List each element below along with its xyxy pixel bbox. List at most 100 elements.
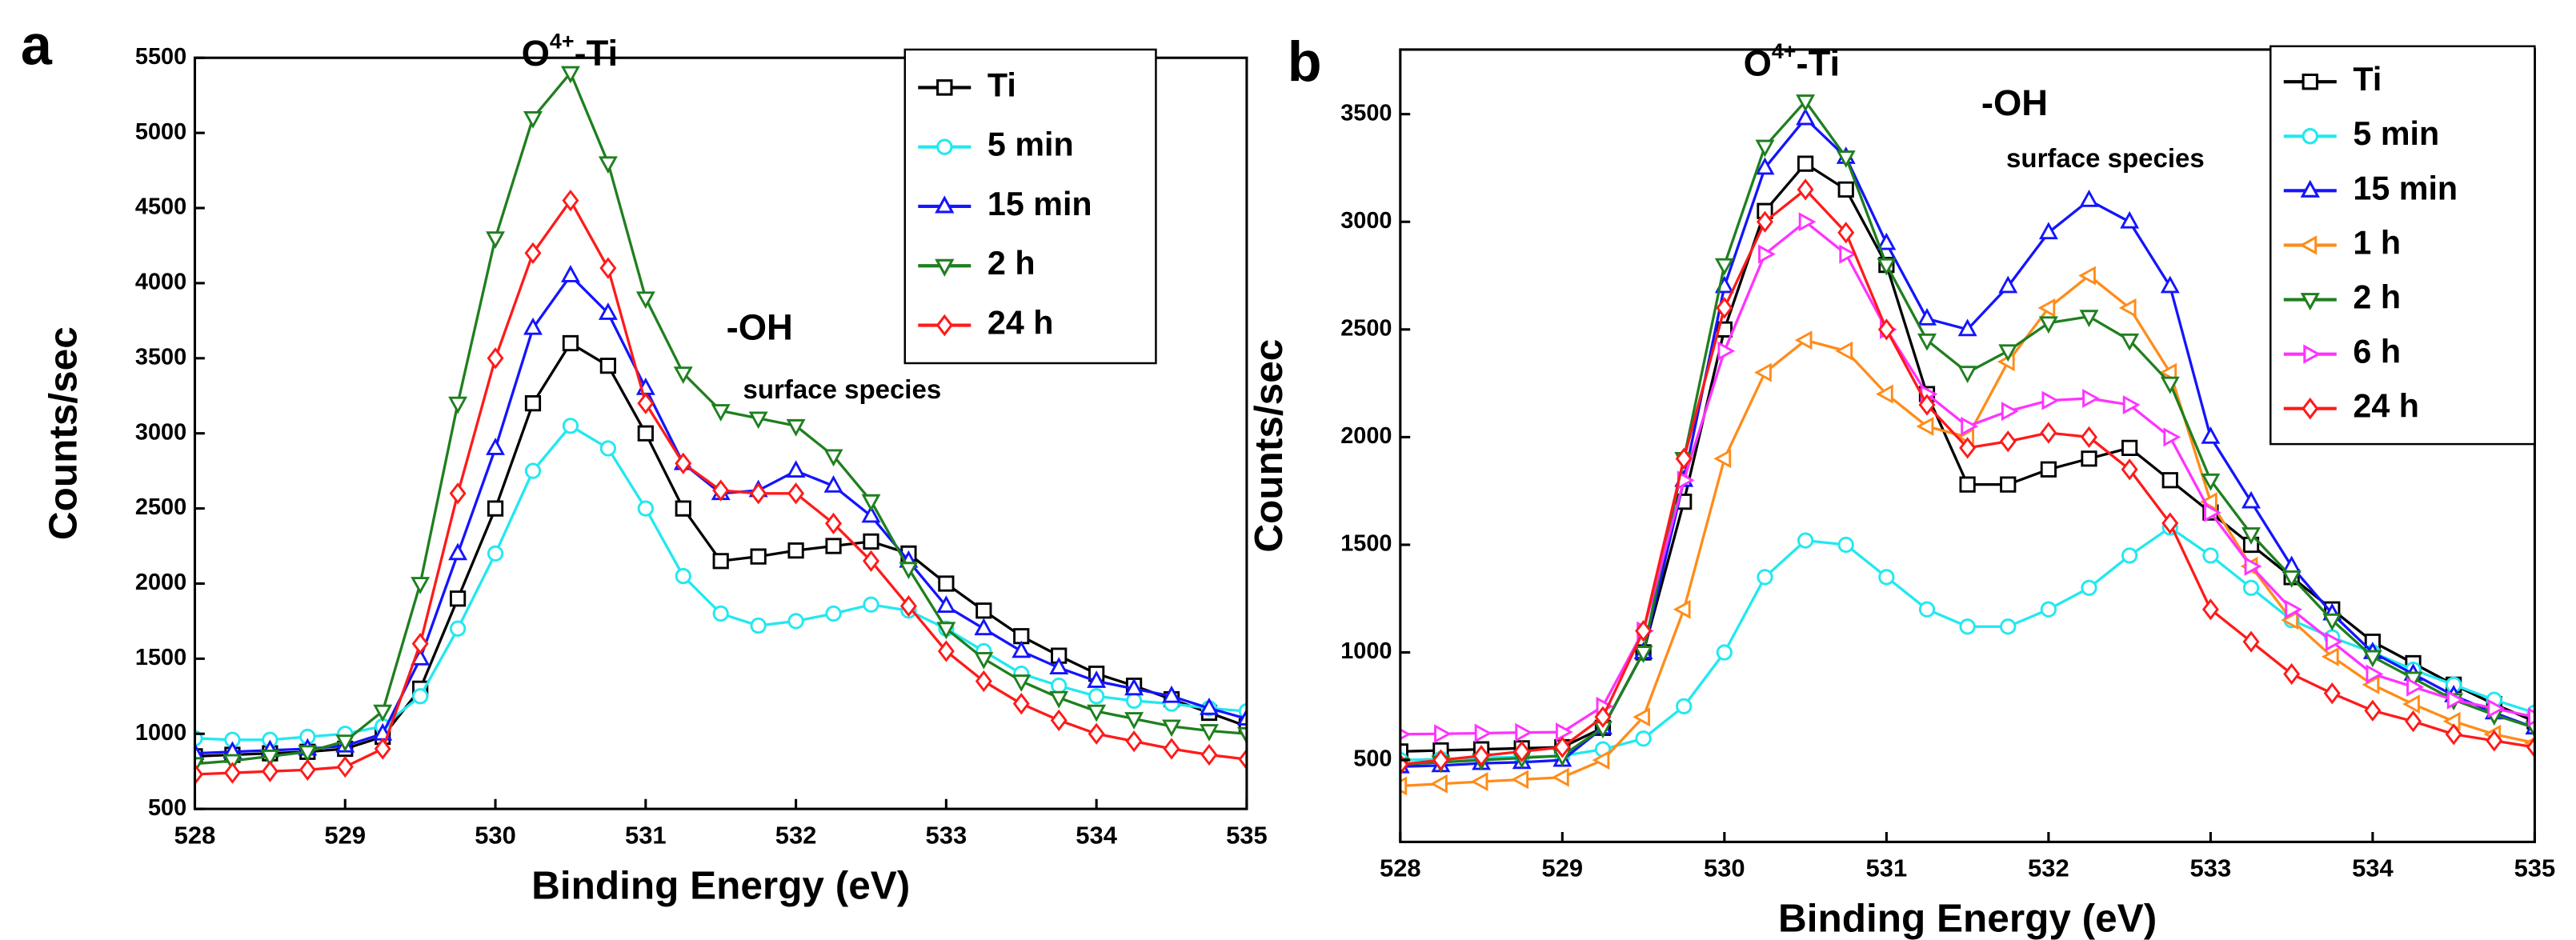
data-point xyxy=(1675,447,1693,470)
data-point xyxy=(1199,724,1219,742)
data-point xyxy=(2122,395,2141,415)
data-point xyxy=(2078,266,2096,286)
panel: 528 529 530 531 532 533 534 535 500 1000 1500 2000 2… xyxy=(1247,30,2555,940)
data-point xyxy=(1430,774,1448,794)
data-point xyxy=(487,500,504,517)
data-point xyxy=(825,605,842,622)
x-tick-label: 529 xyxy=(1542,854,1584,882)
data-point xyxy=(1515,722,1533,742)
data-point xyxy=(1635,619,1653,642)
data-point xyxy=(1163,738,1180,760)
data-point xyxy=(938,575,955,592)
data-point xyxy=(1673,599,1691,619)
data-point xyxy=(1200,743,1218,766)
data-point xyxy=(1839,244,1857,264)
data-point xyxy=(2285,599,2303,619)
legend-marker xyxy=(2300,179,2320,198)
data-point xyxy=(1957,318,1977,337)
data-point xyxy=(786,418,806,437)
data-point xyxy=(2163,427,2181,447)
series-line xyxy=(194,424,1247,742)
data-point xyxy=(823,449,843,467)
data-point xyxy=(1758,244,1776,264)
data-point xyxy=(1124,712,1144,730)
data-point xyxy=(2366,664,2384,684)
legend-label: 15 min xyxy=(2353,170,2458,206)
annotation: O4+-Ti xyxy=(522,30,618,74)
data-point xyxy=(1012,674,1032,692)
data-point xyxy=(1959,618,1976,635)
legend-label: 5 min xyxy=(2353,115,2439,152)
data-point xyxy=(2037,298,2056,318)
data-point xyxy=(411,577,431,594)
data-point xyxy=(448,542,468,561)
data-point xyxy=(825,538,842,554)
data-point xyxy=(1835,341,1853,361)
data-point xyxy=(2001,402,2019,422)
data-point xyxy=(1716,644,1733,661)
series-group xyxy=(194,66,1247,786)
data-point xyxy=(1797,155,1814,172)
data-point xyxy=(487,347,504,370)
data-point xyxy=(863,596,879,613)
data-point xyxy=(449,620,467,637)
y-tick-label: 500 xyxy=(148,795,186,821)
data-point xyxy=(1959,476,1976,493)
data-point xyxy=(2446,690,2465,710)
data-point xyxy=(1049,690,1069,709)
data-point xyxy=(1513,740,1531,762)
annotation: -OH xyxy=(727,307,793,348)
data-point xyxy=(2203,502,2221,522)
panel-label: b xyxy=(1288,30,1322,93)
y-tick-label: 4500 xyxy=(135,194,186,220)
annotation-text: -OH xyxy=(1981,82,2048,123)
legend-label: 15 min xyxy=(988,186,1092,222)
data-point xyxy=(2120,210,2140,229)
data-point xyxy=(448,396,468,414)
data-point xyxy=(1049,657,1069,674)
data-point xyxy=(2402,694,2420,714)
data-point xyxy=(1594,706,1612,728)
data-point xyxy=(1555,722,1573,742)
data-point xyxy=(2242,630,2260,653)
data-point xyxy=(750,548,767,565)
annotation-superscript: 4+ xyxy=(1772,39,1797,63)
data-point xyxy=(1400,728,1412,741)
y-tick-label: 1000 xyxy=(135,720,186,746)
data-point xyxy=(2121,547,2138,564)
data-point xyxy=(1050,709,1068,731)
legend-label: 2 h xyxy=(2353,278,2401,315)
data-point xyxy=(899,562,919,580)
data-point xyxy=(2079,189,2099,207)
data-point xyxy=(637,500,654,517)
data-point xyxy=(1836,150,1856,168)
data-point xyxy=(1796,94,1816,112)
data-point xyxy=(1635,730,1652,747)
legend-label: Ti xyxy=(988,66,1016,103)
data-point xyxy=(562,334,579,352)
data-point xyxy=(2000,618,2017,635)
data-point xyxy=(2079,310,2099,328)
data-point xyxy=(2281,610,2299,630)
data-point xyxy=(2446,676,2462,694)
x-tick-label: 530 xyxy=(1704,854,1745,882)
data-point xyxy=(2038,316,2058,334)
data-point xyxy=(750,617,767,634)
data-point xyxy=(2362,650,2382,668)
data-point xyxy=(1400,776,1408,796)
data-point xyxy=(412,688,429,705)
data-point xyxy=(2321,646,2339,666)
data-point xyxy=(1434,724,1452,744)
data-point xyxy=(374,738,391,760)
data-point xyxy=(599,257,617,279)
x-tick-label: 530 xyxy=(475,821,516,849)
data-point xyxy=(1051,647,1068,664)
data-point xyxy=(1916,416,1934,436)
x-tick-label: 532 xyxy=(775,821,817,849)
data-point xyxy=(335,734,355,753)
data-point xyxy=(823,475,843,493)
data-point xyxy=(1716,297,1733,319)
data-point xyxy=(261,760,278,782)
